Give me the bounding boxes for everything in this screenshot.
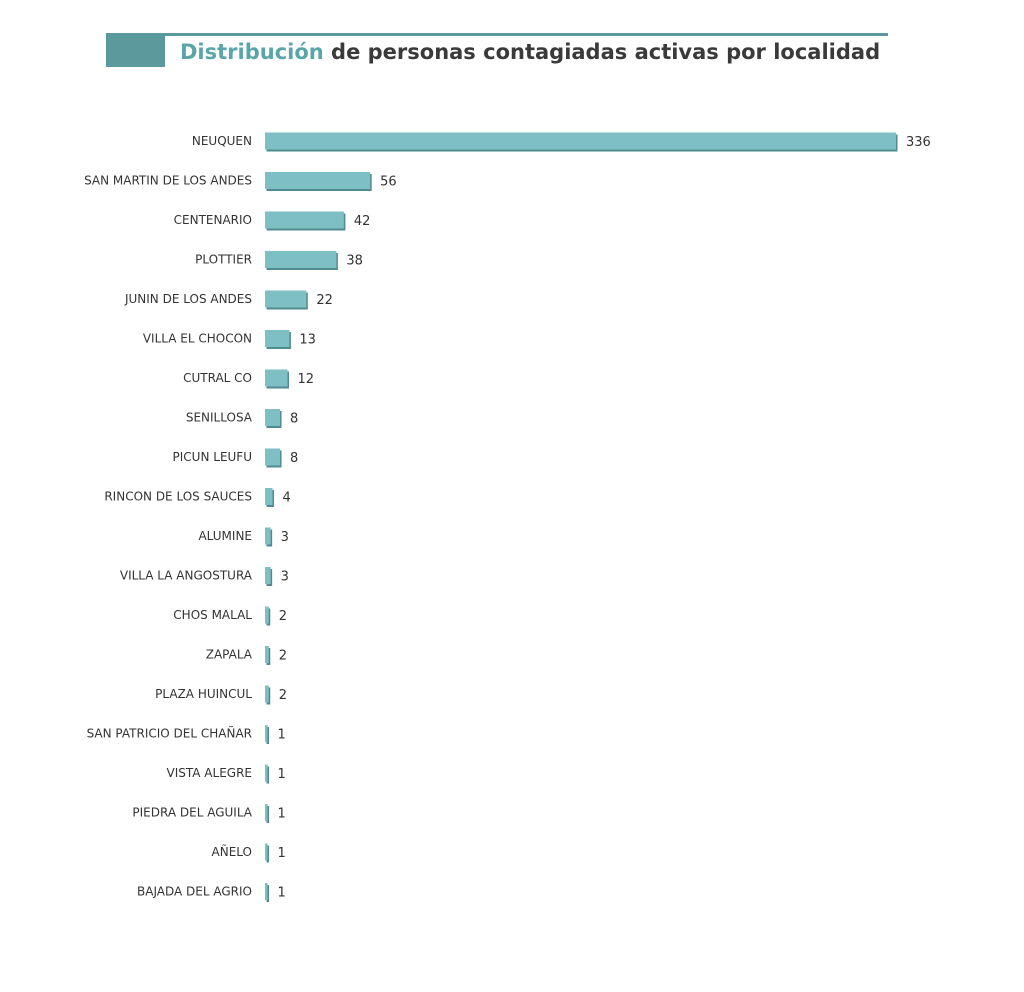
category-label: NEUQUEN	[192, 134, 252, 148]
category-label: VILLA EL CHOCON	[143, 332, 252, 346]
bar	[265, 488, 273, 505]
bar	[265, 764, 268, 782]
bar	[265, 567, 271, 584]
chart-title: Distribución de personas contagiadas act…	[180, 40, 880, 64]
bar	[265, 646, 269, 663]
category-label: PLOTTIER	[195, 253, 252, 267]
value-label: 2	[279, 649, 287, 664]
bar	[265, 172, 371, 189]
value-label: 336	[906, 135, 931, 150]
value-label: 1	[278, 767, 286, 782]
value-label: 38	[346, 254, 363, 269]
value-label: 12	[298, 372, 315, 387]
category-label: ALUMINE	[198, 529, 252, 543]
category-label: ZAPALA	[206, 648, 253, 662]
value-label: 4	[283, 491, 291, 506]
bar	[265, 685, 269, 703]
category-label: SAN MARTIN DE LOS ANDES	[84, 174, 252, 188]
category-label: CHOS MALAL	[173, 608, 252, 622]
category-label: PICUN LEUFU	[173, 450, 252, 464]
value-label: 2	[279, 688, 287, 703]
value-label: 13	[299, 333, 316, 348]
chart-title-accent: Distribución	[180, 40, 324, 64]
value-label: 3	[281, 530, 289, 545]
bar	[265, 527, 271, 545]
bar	[265, 409, 281, 426]
bar	[265, 843, 268, 861]
bar	[265, 251, 337, 268]
category-label: RINCON DE LOS SAUCES	[104, 490, 252, 504]
bar	[265, 448, 281, 466]
header-rule	[106, 33, 888, 36]
value-label: 1	[278, 886, 286, 901]
chart-title-rest: de personas contagiadas activas por loca…	[323, 40, 881, 64]
bar	[265, 369, 288, 387]
bar	[265, 330, 290, 347]
category-label: VISTA ALEGRE	[167, 766, 252, 780]
value-label: 1	[278, 807, 286, 822]
category-label: BAJADA DEL AGRIO	[137, 885, 252, 899]
bar	[265, 132, 896, 150]
category-label: CUTRAL CO	[183, 371, 252, 385]
category-label: JUNIN DE LOS ANDES	[124, 292, 252, 306]
value-label: 22	[316, 293, 333, 308]
value-label: 1	[278, 846, 286, 861]
header-accent-block	[106, 33, 165, 67]
value-label: 1	[278, 728, 286, 743]
category-label: AÑELO	[212, 844, 252, 859]
bar	[265, 211, 344, 229]
category-label: PLAZA HUINCUL	[155, 687, 252, 701]
bar	[265, 804, 268, 821]
bar	[265, 725, 268, 742]
value-label: 8	[290, 451, 298, 466]
category-label: VILLA LA ANGOSTURA	[120, 569, 253, 583]
bar	[265, 290, 307, 308]
category-label: SENILLOSA	[186, 411, 253, 425]
category-label: SAN PATRICIO DEL CHAÑAR	[87, 726, 252, 741]
bar-shadow	[266, 885, 269, 902]
bar	[265, 606, 269, 624]
value-label: 42	[354, 214, 371, 229]
value-label: 2	[279, 609, 287, 624]
value-label: 3	[281, 570, 289, 585]
bar-shadow	[266, 766, 269, 784]
bar-shadow	[266, 727, 269, 744]
category-label: CENTENARIO	[174, 213, 252, 227]
category-label: PIEDRA DEL AGUILA	[132, 806, 252, 820]
bar	[265, 883, 268, 900]
bar-shadow	[266, 806, 269, 823]
bar-shadow	[266, 845, 269, 863]
value-label: 8	[290, 412, 298, 427]
value-label: 56	[380, 175, 397, 190]
